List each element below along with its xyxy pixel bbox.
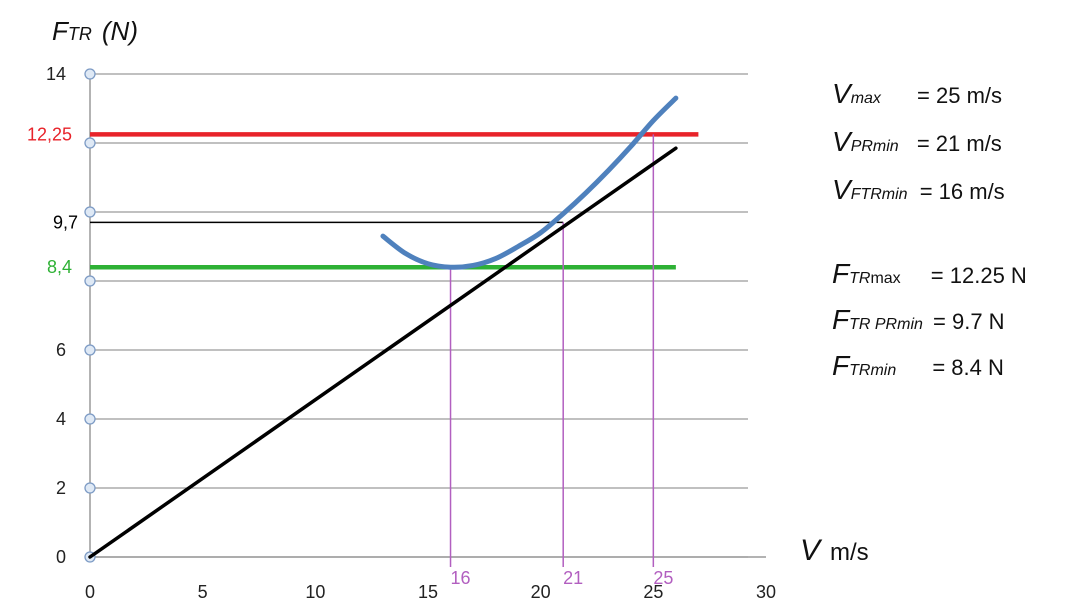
force-legend: FTRmax = 12.25 N FTR PRmin = 9.7 N FTRmi… <box>832 258 1027 396</box>
x-tick-label: 0 <box>85 582 95 600</box>
legend-value: = 8.4 N <box>932 355 1004 380</box>
y-axis-subscript: TR <box>68 24 92 44</box>
legend-subscript: FTRmin <box>850 186 908 203</box>
legend-value: = 25 m/s <box>917 83 1003 108</box>
y-tick-label: 4 <box>56 409 66 429</box>
legend-subscript: TRmin <box>849 362 897 379</box>
legend-row-ftrmin: FTRmin = 8.4 N <box>832 350 1027 396</box>
reference-hlines <box>90 132 699 270</box>
legend-subscript-normal: max <box>870 270 901 287</box>
y-axis-unit: (N) <box>102 16 138 46</box>
series-lines <box>88 95 679 559</box>
x-tick-label: 15 <box>418 582 438 600</box>
y-tick-marker <box>84 275 96 287</box>
legend-row-ftrmax: FTRmax = 12.25 N <box>832 258 1027 304</box>
legend-symbol: V <box>832 126 851 157</box>
y-tick-marker <box>84 68 96 80</box>
legend-symbol: V <box>832 174 851 205</box>
legend-subscript: PRmin <box>850 138 899 155</box>
legend-row-ftrprmin: FTR PRmin = 9.7 N <box>832 304 1027 350</box>
vline-label: 16 <box>451 568 471 588</box>
legend-symbol: F <box>832 258 850 289</box>
x-axis-unit: m/s <box>830 539 869 566</box>
legend-subscript: TR <box>849 270 871 287</box>
y-tick-marker <box>84 344 96 356</box>
legend-value: = 16 m/s <box>919 179 1005 204</box>
y-tick-marker <box>84 482 96 494</box>
y-tick-label: 14 <box>46 64 66 84</box>
y-tick-marker <box>84 137 96 149</box>
x-tick-label: 20 <box>531 582 551 600</box>
y-tick-label: 0 <box>56 547 66 567</box>
x-tick-label: 30 <box>756 582 776 600</box>
legend-value: = 12.25 N <box>930 263 1027 288</box>
y-tick-label: 6 <box>56 340 66 360</box>
legend-subscript: TR PRmin <box>849 316 923 333</box>
x-axis-symbol: V <box>800 534 823 567</box>
hline-label: 9,7 <box>53 212 78 232</box>
vline-label: 25 <box>653 568 673 588</box>
legend-symbol: V <box>832 78 851 109</box>
legend-symbol: F <box>832 304 850 335</box>
legend-row-vprmin: VPRmin = 21 m/s <box>832 126 1005 174</box>
y-tick-label: 2 <box>56 478 66 498</box>
reference-vlines <box>449 134 655 567</box>
tick-labels: 0 2 4 6 14 0 5 10 15 20 25 30 12,25 9,7 8,4 16 21 25 <box>27 64 776 600</box>
y-tick-marker <box>84 413 96 425</box>
x-tick-label: 10 <box>305 582 325 600</box>
legend-value: = 21 m/s <box>916 131 1002 156</box>
legend-subscript: max <box>850 90 881 107</box>
legend-value: = 9.7 N <box>933 309 1005 334</box>
velocity-legend: Vmax = 25 m/s VPRmin = 21 m/s VFTRmin = … <box>832 78 1005 222</box>
y-axis-symbol: F <box>52 16 70 46</box>
hline-label: 8,4 <box>47 257 72 277</box>
y-axis-title: FTR (N) <box>52 16 138 46</box>
hline-label: 12,25 <box>27 124 72 144</box>
legend-symbol: F <box>832 350 850 381</box>
x-tick-label: 5 <box>198 582 208 600</box>
legend-row-vftrmin: VFTRmin = 16 m/s <box>832 174 1005 222</box>
x-tick-label: 25 <box>643 582 663 600</box>
series-line-0 <box>88 146 678 559</box>
vline-label: 21 <box>563 568 583 588</box>
y-tick-marker <box>84 206 96 218</box>
legend-row-vmax: Vmax = 25 m/s <box>832 78 1005 126</box>
series-line-1 <box>380 95 679 270</box>
